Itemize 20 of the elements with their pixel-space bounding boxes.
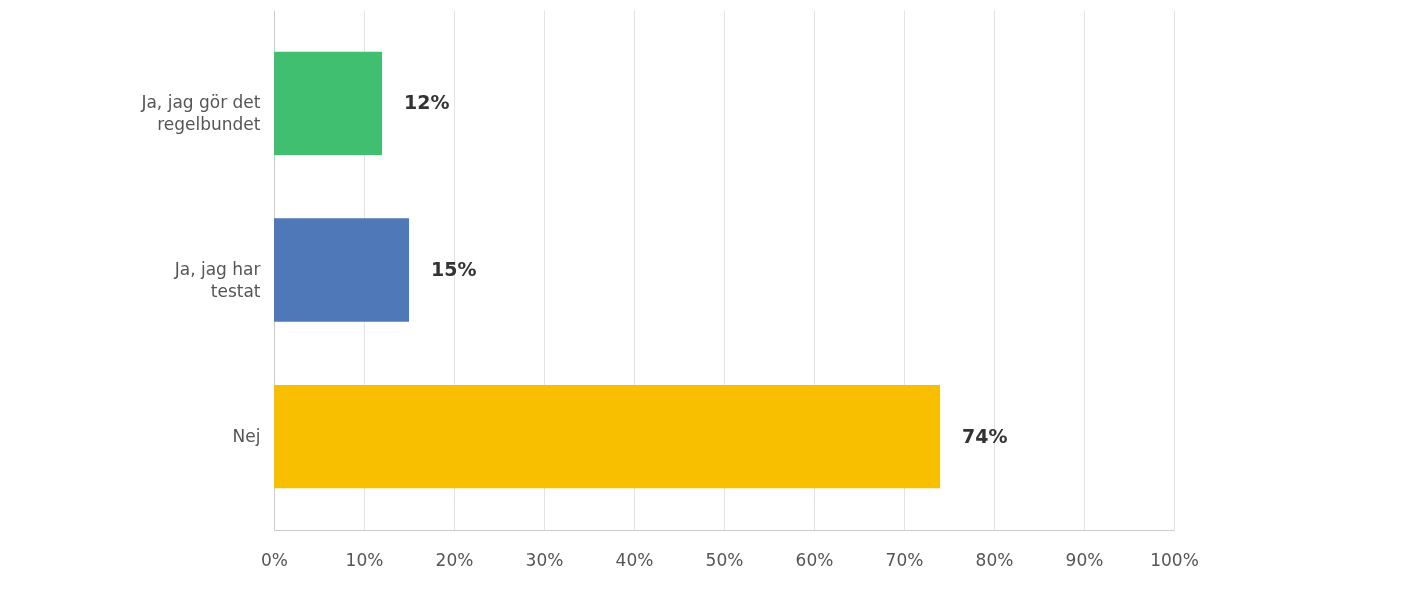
x-tick-label: 40% <box>615 549 654 570</box>
x-tick-label: 70% <box>885 549 924 570</box>
bar <box>274 218 409 322</box>
bar <box>274 51 382 155</box>
data-label: 15% <box>431 258 477 280</box>
x-tick-label: 80% <box>975 549 1014 570</box>
x-tick-label: 30% <box>525 549 564 570</box>
bar <box>274 385 940 489</box>
x-tick-label: 90% <box>1065 549 1104 570</box>
x-tick-label: 60% <box>795 549 834 570</box>
x-tick-label: 10% <box>345 549 384 570</box>
y-tick-label: Ja, jag har testat <box>173 259 261 301</box>
x-tick-label: 100% <box>1150 549 1199 570</box>
y-tick-label: Ja, jag gör det regelbundet <box>140 92 261 135</box>
data-label: 74% <box>962 424 1008 447</box>
x-tick-label: 50% <box>705 549 744 570</box>
data-label: 12% <box>404 91 450 114</box>
y-tick-label: Nej <box>232 425 261 446</box>
x-tick-label: 20% <box>435 549 474 570</box>
x-tick-label: 0% <box>261 549 288 570</box>
